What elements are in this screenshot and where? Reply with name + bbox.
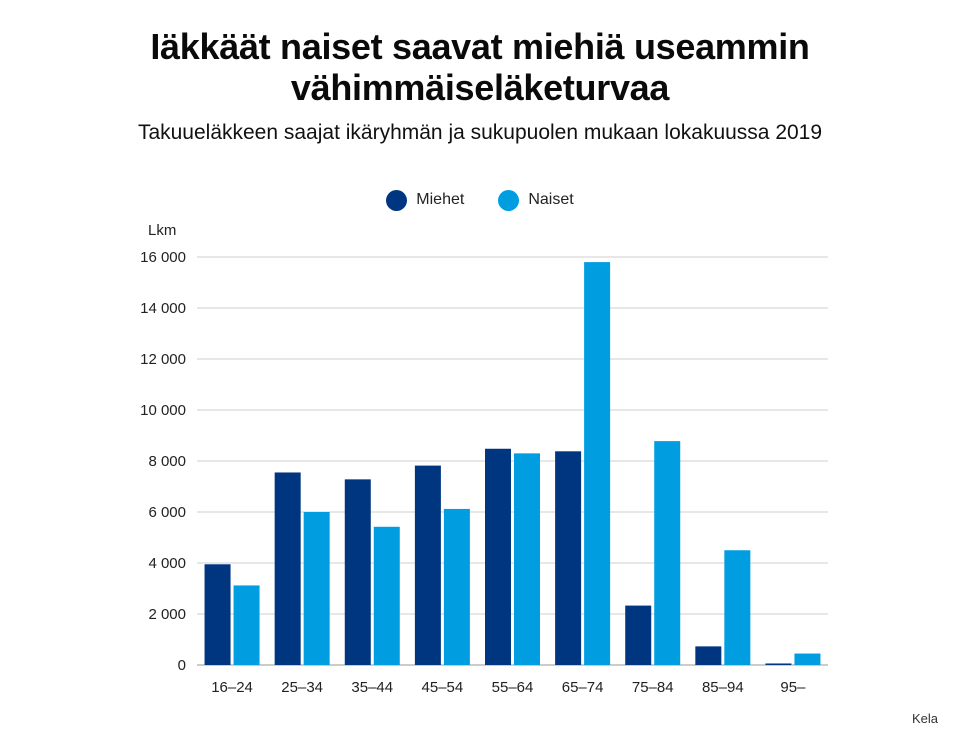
chart-subtitle: Takuueläkkeen saajat ikäryhmän ja sukupu… — [137, 121, 823, 144]
bar-miehet — [765, 663, 792, 665]
bar-naiset — [654, 441, 681, 665]
bar-naiset — [303, 512, 330, 665]
chart-title-line2: vähimmäiseläketurvaa — [290, 67, 670, 108]
chart-title: Iäkkäät naiset saavat miehiä useammin vä… — [0, 26, 960, 108]
y-tick-label: 14 000 — [140, 300, 186, 317]
legend-item-miehet: Miehet — [386, 189, 465, 211]
bar-miehet — [414, 465, 441, 665]
bar-miehet — [555, 451, 582, 665]
bar-miehet — [485, 448, 511, 665]
legend-label-miehet: Miehet — [416, 191, 465, 208]
chart-title-line1: Iäkkäät naiset saavat miehiä useammin — [150, 26, 810, 67]
bar-miehet — [204, 564, 231, 665]
x-tick-label: 16–24 — [211, 679, 253, 696]
legend-item-naiset: Naiset — [498, 189, 574, 211]
x-tick-label: 95– — [780, 679, 806, 696]
bar-miehet — [625, 605, 652, 665]
bar-miehet — [695, 646, 722, 665]
y-tick-label: 10 000 — [140, 402, 186, 419]
legend-label-naiset: Naiset — [528, 191, 574, 208]
y-tick-label: 2 000 — [148, 606, 186, 623]
bar-naiset — [584, 262, 611, 665]
y-tick-label: 6 000 — [148, 504, 186, 521]
bar-naiset — [794, 653, 821, 665]
legend-swatch-naiset — [498, 189, 520, 211]
bar-naiset — [514, 453, 540, 665]
y-tick-label: 16 000 — [140, 249, 186, 266]
bar-naiset — [373, 526, 400, 665]
chart-legend: Miehet Naiset — [0, 187, 960, 213]
bar-naiset — [724, 550, 751, 665]
bar-naiset — [443, 508, 470, 665]
x-tick-label: 55–64 — [492, 679, 534, 696]
y-tick-label: 12 000 — [140, 351, 186, 368]
y-tick-label: 4 000 — [148, 555, 186, 572]
x-tick-label: 65–74 — [562, 679, 604, 696]
bar-miehet — [344, 479, 371, 665]
bar-naiset — [233, 585, 260, 665]
y-tick-label: 8 000 — [148, 453, 186, 470]
x-tick-label: 85–94 — [702, 679, 744, 696]
x-tick-label: 35–44 — [351, 679, 393, 696]
x-tick-label: 45–54 — [422, 679, 464, 696]
x-tick-label: 25–34 — [281, 679, 323, 696]
source-label: Kela — [911, 711, 938, 726]
x-tick-label: 75–84 — [632, 679, 674, 696]
bar-miehet — [274, 472, 301, 665]
y-axis-unit-label: Lkm — [148, 222, 177, 239]
y-tick-label: 0 — [178, 657, 186, 674]
legend-swatch-miehet — [386, 189, 408, 211]
